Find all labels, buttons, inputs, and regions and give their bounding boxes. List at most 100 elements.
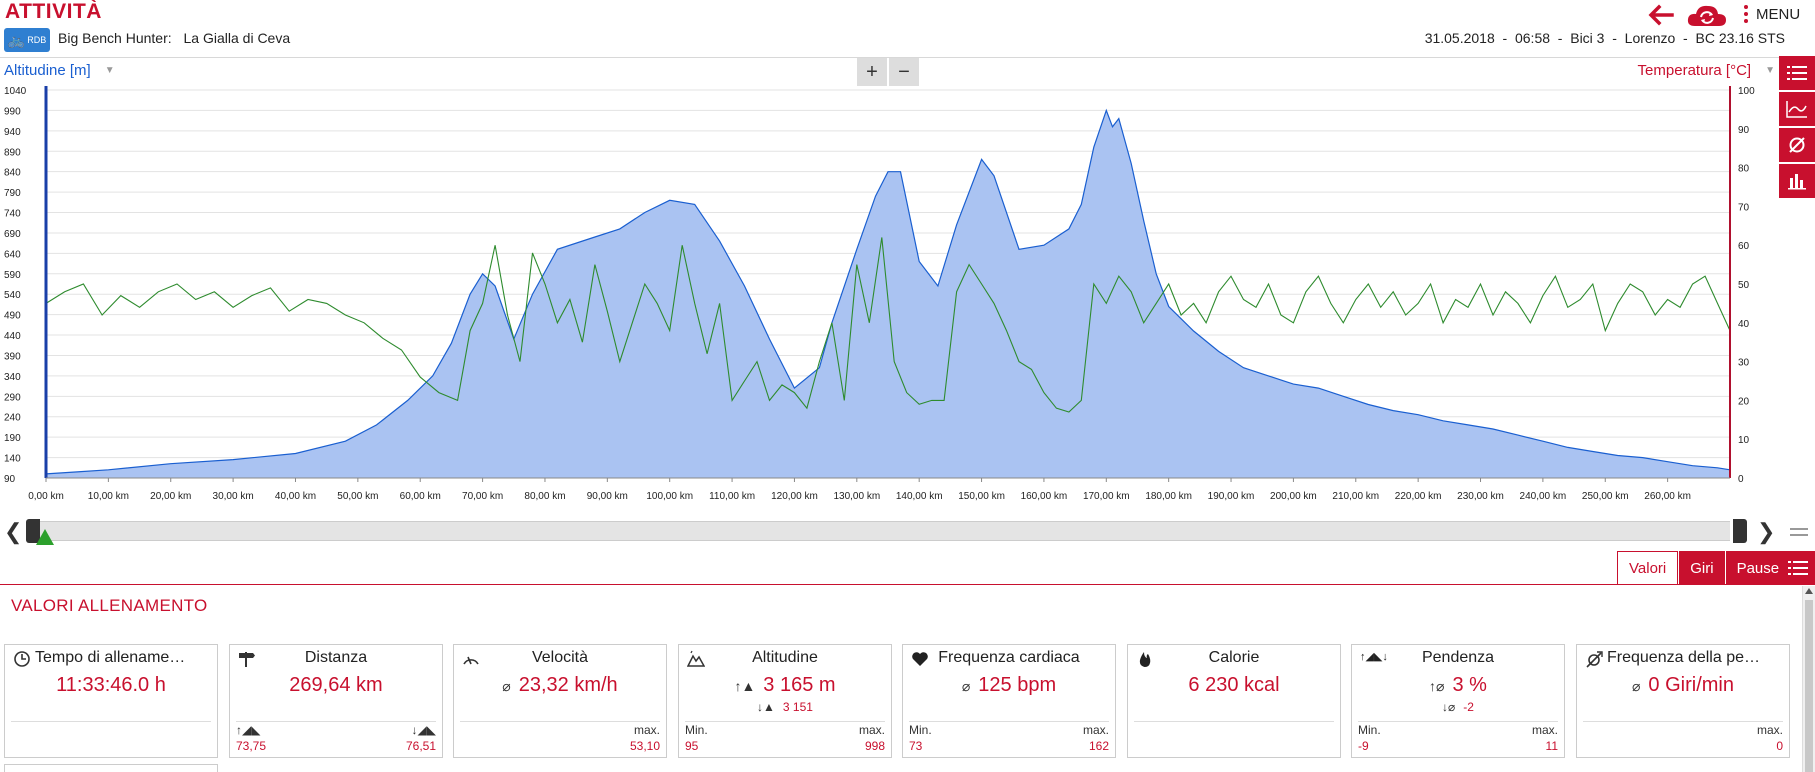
y-left-tick-label: 490: [4, 311, 21, 322]
chart-list-button[interactable]: [1779, 56, 1815, 90]
list-icon: [1787, 66, 1807, 80]
card-sub-value: ↓⌀ -2: [1442, 700, 1474, 714]
resize-grip-icon[interactable]: [1790, 528, 1808, 536]
gradient-icon: ↑◢◣↓: [1360, 651, 1388, 663]
slider-right-handle[interactable]: [1733, 519, 1747, 543]
card-heart-rate[interactable]: Frequenza cardiaca ⌀ 125 bpm Min. 73 max.…: [902, 644, 1116, 758]
card-value: ↑⌀ 3 %: [1429, 674, 1487, 696]
card-min-value: 73: [909, 739, 923, 753]
card-title: Pendenza: [1421, 649, 1495, 666]
card-min-value: -9: [1358, 739, 1369, 753]
caret-down-icon: ▼: [1765, 65, 1775, 76]
y-right-tick-label: 20: [1738, 396, 1750, 407]
x-tick-label: 90,00 km: [587, 491, 628, 502]
activity-title: La Gialla di Ceva: [183, 30, 291, 46]
x-tick-label: 110,00 km: [709, 491, 755, 502]
scroll-up-icon[interactable]: [1805, 588, 1813, 594]
x-tick-label: 40,00 km: [275, 491, 316, 502]
card-max-label: max.: [1531, 723, 1558, 737]
card-max-label: max.: [858, 723, 885, 737]
card-title: Altitudine: [752, 649, 818, 666]
y-right-tick-label: 10: [1738, 435, 1750, 446]
card-divider: [685, 721, 885, 722]
rdb-logo: 🚲 RDB: [4, 28, 50, 52]
zoom-in-button[interactable]: +: [857, 58, 887, 86]
average-icon: ⌀: [961, 678, 971, 694]
line-chart-icon: [1786, 101, 1807, 118]
activity-name: Big Bench Hunter: La Gialla di Ceva: [58, 30, 298, 46]
card-training-time[interactable]: Tempo di allenamento 11:33:46.0 h: [4, 644, 218, 758]
card-calories[interactable]: Calorie 6 230 kcal: [1127, 644, 1341, 758]
x-tick-label: 200,00 km: [1270, 491, 1317, 502]
card-sub-value: ↓▲ 3 151: [757, 700, 813, 714]
range-slider[interactable]: ❮ ❯: [0, 515, 1780, 547]
activity-meta: 31.05.2018 - 06:58 - Bici 3 - Lorenzo - …: [1424, 30, 1785, 46]
x-tick-label: 0,00 km: [28, 491, 64, 502]
y-left-tick-label: 290: [4, 392, 21, 403]
zoom-out-button[interactable]: −: [889, 58, 919, 86]
activity-chart[interactable]: 90 140 190 240 290 340 390 440 490 540 590 640 690 74…: [0, 80, 1780, 510]
descent-icon: ↓▲: [757, 700, 775, 714]
x-tick-label: 240,00 km: [1520, 491, 1567, 502]
x-tick-label: 220,00 km: [1395, 491, 1442, 502]
x-tick-label: 60,00 km: [400, 491, 441, 502]
y-left-tick-label: 1040: [4, 86, 27, 97]
y-left-tick-label: 340: [4, 372, 21, 383]
card-min-label: Min.: [685, 723, 708, 737]
card-title: Tempo di allenamento: [35, 649, 192, 666]
value-tabs: Valori Giri Pause: [1617, 551, 1791, 585]
card-min-label: Min.: [1358, 723, 1381, 737]
uphill-icon: ↑◢◣: [236, 723, 261, 737]
card-max-label: max.: [1756, 723, 1783, 737]
card-altitude[interactable]: Altitudine ↑▲ 3 165 m ↓▲ 3 151 Min. 95 max…: [678, 644, 892, 758]
tab-giri[interactable]: Giri: [1678, 551, 1725, 585]
cloud-sync-icon[interactable]: [1686, 2, 1728, 28]
card-title: Frequenza cardiaca: [938, 649, 1080, 666]
clock-icon: [14, 651, 30, 667]
y-left-tick-label: 640: [4, 249, 21, 260]
y-left-tick-label: 390: [4, 351, 21, 362]
y-right-tick-label: 60: [1738, 241, 1750, 252]
card-gradient[interactable]: ↑◢◣↓ Pendenza ↑⌀ 3 % ↓⌀ -2 Min. -9 max. 11: [1351, 644, 1565, 758]
card-value: ↑▲ 3 165 m: [734, 674, 836, 696]
position-marker-icon[interactable]: [36, 529, 54, 545]
line-chart-button[interactable]: [1779, 92, 1815, 126]
menu-label: MENU: [1756, 5, 1801, 23]
y-left-tick-label: 840: [4, 168, 21, 179]
back-arrow-icon[interactable]: [1646, 4, 1674, 26]
tabs-menu-button[interactable]: [1780, 551, 1815, 585]
y-left-tick-label: 790: [4, 188, 21, 199]
activity-label: Big Bench Hunter:: [58, 30, 172, 46]
card-max-label: max.: [1082, 723, 1109, 737]
y-right-tick-label: 100: [1738, 86, 1755, 97]
kebab-icon: [1744, 5, 1748, 23]
cadence-icon: [1586, 651, 1603, 668]
y-left-tick-label: 540: [4, 290, 21, 301]
card-max-label: max.: [633, 723, 660, 737]
card-distance[interactable]: Distanza 269,64 km ↑◢◣ 73,75 ↓◢◣ 76,51: [229, 644, 443, 758]
slider-track[interactable]: [40, 521, 1730, 541]
header-divider: [0, 57, 1815, 58]
vertical-scrollbar[interactable]: [1802, 586, 1815, 772]
scrollbar-thumb[interactable]: [1805, 600, 1813, 772]
average-icon: [1789, 137, 1805, 153]
chevron-right-icon[interactable]: ❯: [1757, 519, 1776, 544]
bike-icon: 🚲: [7, 31, 26, 48]
card-min-value: 95: [685, 739, 699, 753]
x-tick-label: 70,00 km: [462, 491, 503, 502]
average-button[interactable]: [1779, 128, 1815, 162]
tab-valori[interactable]: Valori: [1617, 551, 1679, 585]
logo-text: RDB: [27, 35, 47, 45]
card-divider: [236, 721, 436, 722]
card-cadence[interactable]: Frequenza della ped... ⌀ 0 Giri/min max. …: [1576, 644, 1790, 758]
menu-button[interactable]: MENU: [1744, 5, 1800, 23]
card-next-row[interactable]: [4, 764, 218, 772]
x-tick-label: 210,00 km: [1332, 491, 1379, 502]
uphill-average-icon: ↑⌀: [1429, 678, 1445, 694]
tab-pause[interactable]: Pause: [1724, 551, 1791, 585]
chevron-left-icon[interactable]: ❮: [4, 519, 23, 544]
bar-chart-button[interactable]: [1779, 164, 1815, 198]
card-speed[interactable]: Velocità ⌀ 23,32 km/h max. 53,10: [453, 644, 667, 758]
right-axis-select[interactable]: Temperatura [°C] ▼: [1638, 62, 1775, 79]
left-axis-select[interactable]: Altitudine [m] ▼: [4, 62, 115, 79]
